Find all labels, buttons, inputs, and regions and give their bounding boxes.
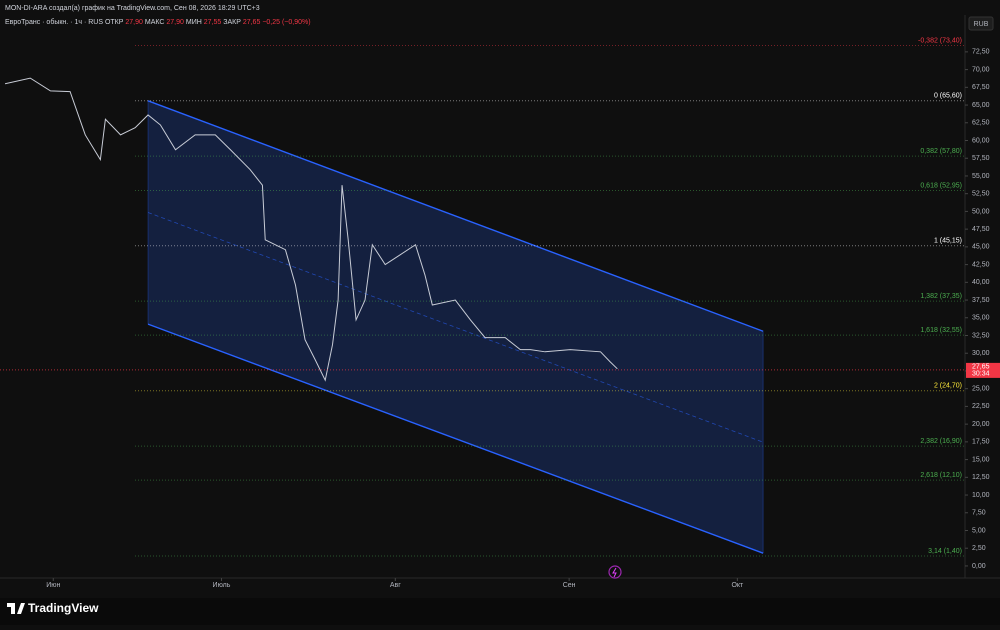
header: MON-DI-ARA создал(а) график на TradingVi… xyxy=(5,5,260,12)
channel-middle xyxy=(147,212,764,443)
x-tick-label: Окт xyxy=(731,582,744,589)
legend-value: 27,90 xyxy=(166,19,184,26)
fib-label: -0,382 (73,40) xyxy=(918,37,962,44)
legend-key: МИН xyxy=(186,19,202,26)
fib-label: 3,14 (1,40) xyxy=(928,548,962,555)
currency[interactable]: RUB xyxy=(974,21,989,28)
countdown: 30:34 xyxy=(972,371,990,378)
y-tick-label: 37,50 xyxy=(972,297,990,304)
y-tick-label: 32,50 xyxy=(972,332,990,339)
y-tick-label: 52,50 xyxy=(972,191,990,198)
y-tick-label: 35,00 xyxy=(972,315,990,322)
y-tick-label: 47,50 xyxy=(972,226,990,233)
y-tick-label: 72,50 xyxy=(972,49,990,56)
y-tick-label: 7,50 xyxy=(972,510,986,517)
y-tick-label: 42,50 xyxy=(972,261,990,268)
fib-label: 0 (65,60) xyxy=(934,93,962,100)
fib-label: 2,618 (12,10) xyxy=(920,472,962,479)
legend-key: МАКС xyxy=(145,19,165,26)
footer xyxy=(0,598,1000,625)
fib-label: 1 (45,15) xyxy=(934,238,962,245)
event-icon-bolt xyxy=(612,567,617,578)
y-tick-label: 25,00 xyxy=(972,386,990,393)
currency-button[interactable] xyxy=(968,16,994,31)
fib-label: 0,618 (52,95) xyxy=(920,182,962,189)
y-tick-label: 2,50 xyxy=(972,545,986,552)
y-tick-label: 60,00 xyxy=(972,137,990,144)
fib-label: 2,382 (16,90) xyxy=(920,438,962,445)
y-tick-label: 30,00 xyxy=(972,350,990,357)
fib-label: 2 (24,70) xyxy=(934,383,962,390)
y-tick-label: 10,00 xyxy=(972,492,990,499)
fib-label: 1,382 (37,35) xyxy=(920,293,962,300)
fib-label: 1,618 (32,55) xyxy=(920,327,962,334)
legend-value: 27,90 xyxy=(125,19,143,26)
y-tick-label: 0,00 xyxy=(972,563,986,570)
y-tick-label: 15,00 xyxy=(972,456,990,463)
last-price-label: 27,65 xyxy=(972,364,990,371)
legend-value: 27,65 xyxy=(243,19,261,26)
legend-symbol: ЕвроТранс · обыкн. · 1ч · RUS xyxy=(5,18,103,26)
y-tick-label: 45,00 xyxy=(972,244,990,251)
y-tick-label: 17,50 xyxy=(972,439,990,446)
price-line xyxy=(4,77,618,382)
y-tick-label: 65,00 xyxy=(972,102,990,109)
brand: TradingView xyxy=(28,601,99,615)
legend: ЕвроТранс · обыкн. · 1ч · RUS ОТКР 27,90… xyxy=(5,18,311,26)
x-tick-label: Авг xyxy=(390,582,401,589)
channel-fill xyxy=(148,100,764,554)
channel-lower xyxy=(147,323,764,554)
channel-upper xyxy=(147,100,764,332)
y-tick-label: 50,00 xyxy=(972,208,990,215)
x-tick-label: Июль xyxy=(213,582,231,589)
y-tick-label: 57,50 xyxy=(972,155,990,162)
event-icon[interactable] xyxy=(608,565,622,579)
brand-logo xyxy=(7,603,25,614)
legend-value: 27,55 xyxy=(204,19,222,26)
y-tick-label: 5,00 xyxy=(972,527,986,534)
last-price-box xyxy=(966,362,1000,378)
legend-key: ЗАКР xyxy=(223,19,241,26)
legend-change: −0,25 (−0,90%) xyxy=(262,19,310,26)
fib-label: 0,382 (57,80) xyxy=(920,148,962,155)
y-tick-label: 62,50 xyxy=(972,120,990,127)
y-tick-label: 55,00 xyxy=(972,173,990,180)
y-tick-label: 12,50 xyxy=(972,474,990,481)
x-tick-label: Сен xyxy=(563,582,576,589)
legend-text: ЕвроТранс · обыкн. · 1ч · RUS ОТКР 27,90… xyxy=(5,18,311,26)
y-tick-label: 40,00 xyxy=(972,279,990,286)
y-tick-label: 67,50 xyxy=(972,84,990,91)
y-tick-label: 20,00 xyxy=(972,421,990,428)
x-tick-label: Июн xyxy=(46,582,60,589)
y-tick-label: 22,50 xyxy=(972,403,990,410)
y-tick-label: 70,00 xyxy=(972,66,990,73)
legend-key: ОТКР xyxy=(105,19,124,26)
